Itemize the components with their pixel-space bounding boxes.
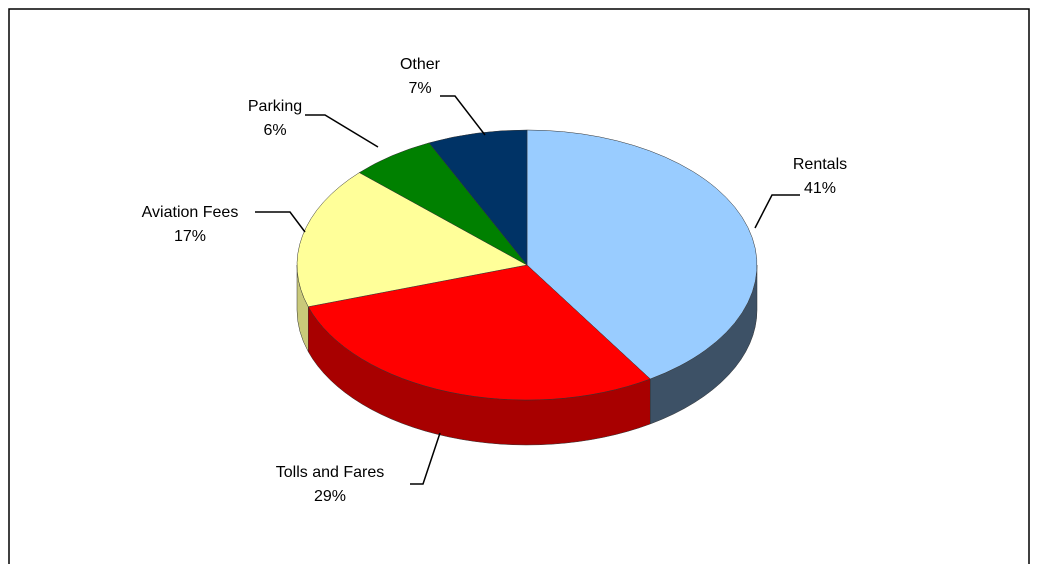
frame (8, 8, 1030, 564)
slice-percent: 29% (314, 488, 346, 505)
slice-label: Tolls and Fares (276, 464, 385, 481)
slice (307, 264, 651, 401)
slice (428, 129, 528, 266)
slice (526, 129, 758, 380)
slice-percent: 41% (804, 180, 836, 197)
leader-line (410, 432, 441, 485)
slice-percent: 7% (408, 80, 431, 97)
slice-label: Aviation Fees (142, 204, 239, 221)
slice-label: Rentals (793, 156, 847, 173)
slice-percent: 17% (174, 228, 206, 245)
slice-label: Parking (248, 98, 302, 115)
leader-line (440, 95, 486, 136)
leader-line (305, 114, 379, 148)
slice (296, 172, 528, 307)
slice-percent: 6% (263, 122, 286, 139)
leader-line (754, 194, 800, 229)
slice-label: Other (400, 56, 441, 73)
leader-line (255, 211, 306, 233)
